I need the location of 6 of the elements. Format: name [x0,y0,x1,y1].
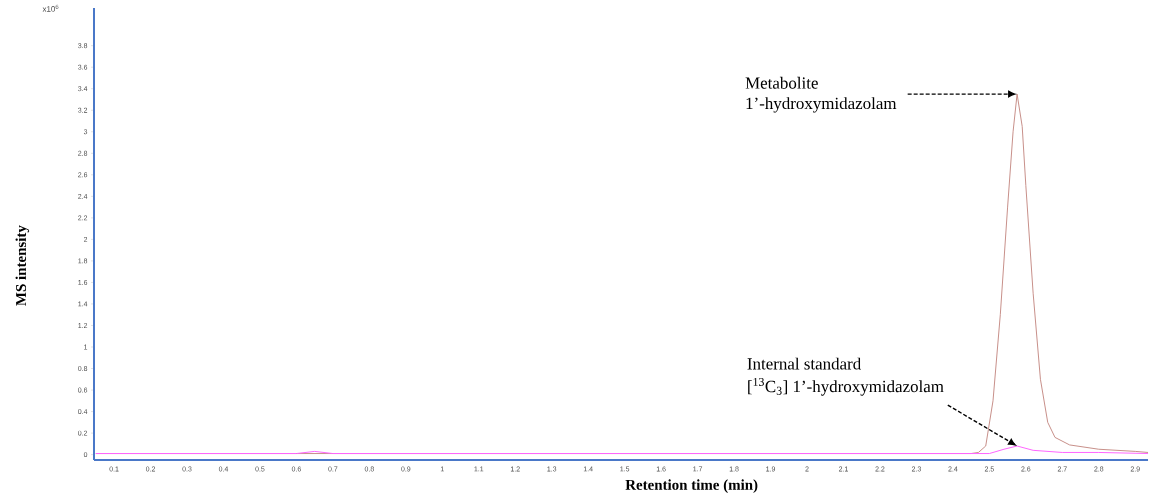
annotation: 1’-hydroxymidazolam [746,97,897,113]
y-axis-title: MS intensity [15,225,30,306]
annotation: Metabolite [745,76,818,89]
annotation: [$^{13}$C$_{3}$] 1’-hydroxymidazolam [748,377,944,396]
annotation: Internal standard [747,357,861,370]
x-axis-title: Retention time (min) [625,479,758,493]
